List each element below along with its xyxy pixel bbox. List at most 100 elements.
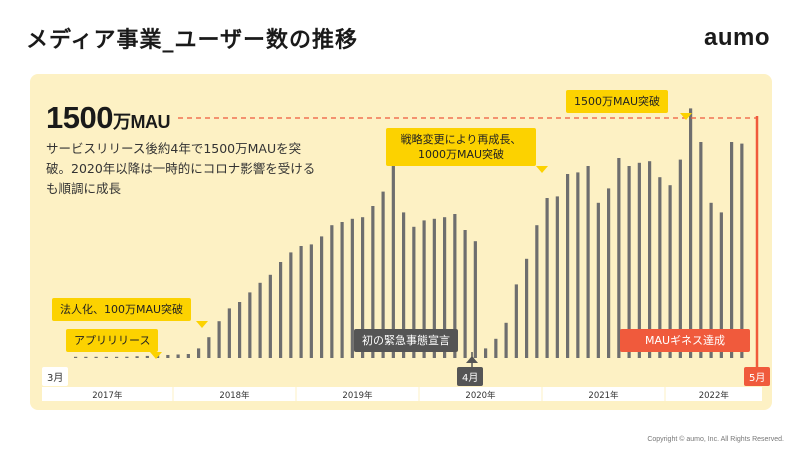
chart-bar	[402, 212, 406, 358]
headline-number: 1500	[46, 100, 113, 135]
month-label-start: 3月	[42, 367, 69, 386]
chart-bar	[709, 202, 713, 358]
month-label-emergency: 4月	[457, 367, 484, 386]
callout-emergency-declaration: 初の緊急事態宣言	[354, 329, 458, 352]
chart-bar	[648, 161, 652, 358]
page-title: メディア事業_ユーザー数の推移	[26, 28, 359, 53]
chart-bar	[484, 348, 488, 358]
chart-bar	[586, 166, 590, 358]
chart-bar	[658, 177, 662, 358]
chart-bar	[668, 185, 672, 358]
chart-bar	[145, 355, 149, 358]
year-tick-label: 2022年	[699, 390, 730, 401]
chart-bar	[207, 337, 211, 358]
chart-bar	[596, 202, 600, 358]
chart-bar	[217, 321, 221, 358]
chart-bar	[545, 198, 549, 358]
chart-bar	[248, 292, 252, 358]
copyright-text: Copyright © aumo, Inc. All Rights Reserv…	[647, 436, 784, 443]
chart-bar	[320, 236, 324, 358]
callout-peak: 1500万MAU突破	[566, 90, 669, 113]
callout-tip	[196, 321, 208, 328]
chart-bar	[371, 206, 375, 358]
chart-bar	[719, 212, 723, 358]
chart-bar	[350, 218, 354, 358]
chart-bar	[453, 214, 457, 358]
chart-bar	[227, 308, 231, 358]
chart-bar	[125, 356, 129, 358]
year-band	[296, 387, 419, 401]
chart-bar	[525, 258, 529, 358]
callout-regrowth: 戦略変更により再成長、 1000万MAU突破	[386, 128, 536, 166]
chart-bar	[576, 172, 580, 358]
chart-bar	[391, 150, 395, 358]
year-tick-label: 2020年	[465, 390, 496, 401]
year-tick-label: 2017年	[92, 390, 123, 401]
callout-tip	[536, 166, 548, 173]
callout-incorporation: 法人化、100万MAU突破	[52, 298, 192, 321]
year-band	[42, 387, 173, 401]
chart-bar	[422, 220, 426, 358]
chart-bar	[740, 143, 744, 358]
chart-bar	[74, 356, 78, 358]
chart-bar	[330, 225, 334, 358]
brand-logo: aumo	[703, 24, 770, 51]
chart-bar	[555, 196, 559, 358]
callout-tip	[150, 352, 162, 359]
chart-bar	[473, 241, 477, 358]
chart-bar	[238, 302, 242, 358]
callout-tip	[466, 356, 478, 363]
month-label-end: 5月	[744, 367, 771, 386]
headline-unit: 万MAU	[112, 112, 171, 132]
chart-bar	[504, 322, 508, 358]
chart-bar	[197, 348, 201, 358]
year-band	[173, 387, 296, 401]
chart-bar	[443, 217, 447, 358]
year-tick-label: 2021年	[588, 390, 619, 401]
chart-bar	[279, 262, 283, 358]
chart-bar	[104, 356, 108, 358]
year-tick-label: 2018年	[219, 390, 250, 401]
year-tick-label: 2019年	[342, 390, 373, 401]
chart-bar	[730, 142, 734, 358]
summary-text: サービスリリース後約4年で1500万MAUを突破。2020年以降は一時的にコロナ…	[46, 141, 316, 196]
chart-bar	[627, 166, 631, 358]
chart-bar	[299, 246, 303, 358]
chart-bar	[258, 282, 262, 358]
chart-bar	[94, 356, 98, 358]
callout-tip	[680, 113, 692, 120]
callout-app-release: アプリリリース	[66, 329, 159, 352]
chart-bar	[637, 162, 641, 358]
chart-bar	[678, 159, 682, 358]
chart-bar	[689, 108, 693, 359]
callout-regrowth-line2: 1000万MAU突破	[417, 148, 505, 161]
year-band	[419, 387, 542, 401]
callout-guinness: MAUギネス達成	[620, 329, 750, 352]
chart-bar	[166, 354, 170, 358]
chart-bar	[607, 188, 611, 358]
chart-bar	[268, 274, 272, 358]
year-band	[665, 387, 762, 401]
year-band	[542, 387, 665, 401]
chart-bar	[289, 252, 293, 358]
chart-bar	[514, 284, 518, 358]
chart-bar	[309, 244, 313, 358]
chart-bar	[115, 356, 119, 358]
headline-mau: 1500万MAU	[46, 100, 170, 136]
chart-bar	[432, 218, 436, 358]
chart-bar	[699, 142, 703, 358]
chart-bar	[135, 356, 139, 358]
chart-bar	[535, 225, 539, 358]
chart-bar	[84, 356, 88, 358]
chart-bar	[566, 174, 570, 358]
chart-bar	[494, 338, 498, 358]
chart-bar	[176, 354, 180, 358]
chart-bar	[412, 226, 416, 358]
chart-bar	[186, 354, 190, 358]
chart-bar	[463, 230, 467, 358]
chart-bar	[617, 158, 621, 358]
chart-bar	[340, 222, 344, 358]
chart-bar	[361, 217, 365, 358]
callout-regrowth-line1: 戦略変更により再成長、	[400, 133, 522, 146]
